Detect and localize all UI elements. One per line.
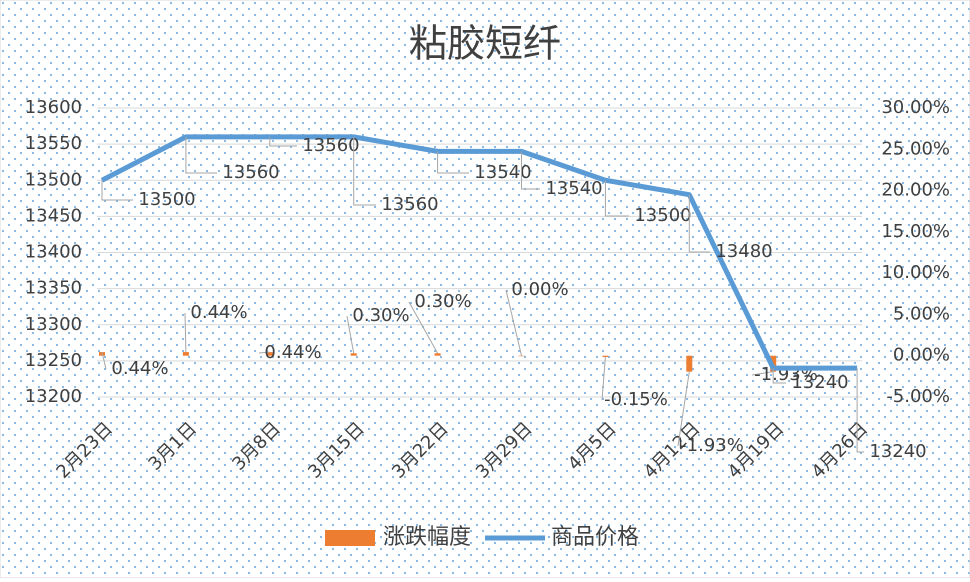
legend-swatch xyxy=(325,530,375,546)
data-label: 13500 xyxy=(138,189,195,210)
data-label: 0.30% xyxy=(414,291,471,312)
leader-line xyxy=(269,136,297,147)
data-label: 0.44% xyxy=(190,302,247,323)
y-tick-label: 13550 xyxy=(25,133,82,154)
y2-tick-label: 30.00% xyxy=(881,97,950,118)
bar xyxy=(434,353,441,356)
data-label: 13560 xyxy=(381,194,438,215)
leader-line xyxy=(604,180,629,217)
data-label: 0.44% xyxy=(264,342,321,363)
legend-label: 涨跌幅度 xyxy=(383,525,471,550)
y-tick-label: 13600 xyxy=(25,97,82,118)
y2-tick-label: 5.00% xyxy=(893,303,950,324)
y-tick-label: 13350 xyxy=(25,278,82,299)
bar xyxy=(266,352,273,356)
bar xyxy=(518,355,525,357)
data-label: 0.30% xyxy=(352,305,409,326)
bar xyxy=(350,353,357,356)
leader-line xyxy=(353,136,376,206)
data-label: 13500 xyxy=(634,205,691,226)
leader-line xyxy=(184,312,187,353)
y2-tick-label: 15.00% xyxy=(881,221,950,242)
leader-line xyxy=(258,351,270,354)
leader-line xyxy=(101,351,107,370)
y-tick-label: 13250 xyxy=(25,350,82,371)
bar xyxy=(602,355,609,357)
leader-line xyxy=(856,368,864,453)
bar xyxy=(686,355,693,372)
leader-line xyxy=(601,356,606,401)
data-label: 13540 xyxy=(474,162,531,183)
y2-tick-label: 25.00% xyxy=(881,138,950,159)
y2-tick-label: -5.00% xyxy=(886,386,950,407)
data-label: -1.93% xyxy=(680,435,744,456)
data-label: -0.15% xyxy=(604,389,668,410)
legend-label: 商品价格 xyxy=(551,525,639,550)
leader-line xyxy=(772,368,786,384)
y2-tick-label: 0.00% xyxy=(893,345,950,366)
y-tick-label: 13300 xyxy=(25,314,82,335)
y2-tick-label: 20.00% xyxy=(881,180,950,201)
data-label: 13480 xyxy=(715,241,772,262)
data-label: 0.44% xyxy=(111,358,168,379)
data-label: 13540 xyxy=(545,178,602,199)
leader-line xyxy=(437,151,469,174)
leader-line xyxy=(185,136,217,174)
price-line xyxy=(100,134,858,371)
data-label: 13240 xyxy=(791,372,848,393)
leader-line xyxy=(751,371,774,376)
y-tick-label: 13400 xyxy=(25,242,82,263)
y-tick-label: 13450 xyxy=(25,205,82,226)
data-label: 0.00% xyxy=(511,279,568,300)
bar xyxy=(182,352,189,356)
leader-line xyxy=(677,371,690,447)
leader-line xyxy=(408,301,439,354)
leader-line xyxy=(688,194,710,253)
y-tick-label: 13500 xyxy=(25,169,82,190)
data-label: 13560 xyxy=(302,135,359,156)
leader-line xyxy=(521,151,540,190)
y-tick-label: 13200 xyxy=(25,386,82,407)
leader-line xyxy=(505,289,522,356)
y2-tick-label: 10.00% xyxy=(881,262,950,283)
leader-line xyxy=(346,315,355,354)
leader-line xyxy=(101,180,133,201)
data-label: 13560 xyxy=(222,162,279,183)
data-label: 13240 xyxy=(869,441,926,462)
chart-title: 粘胶短纤 xyxy=(409,22,561,66)
